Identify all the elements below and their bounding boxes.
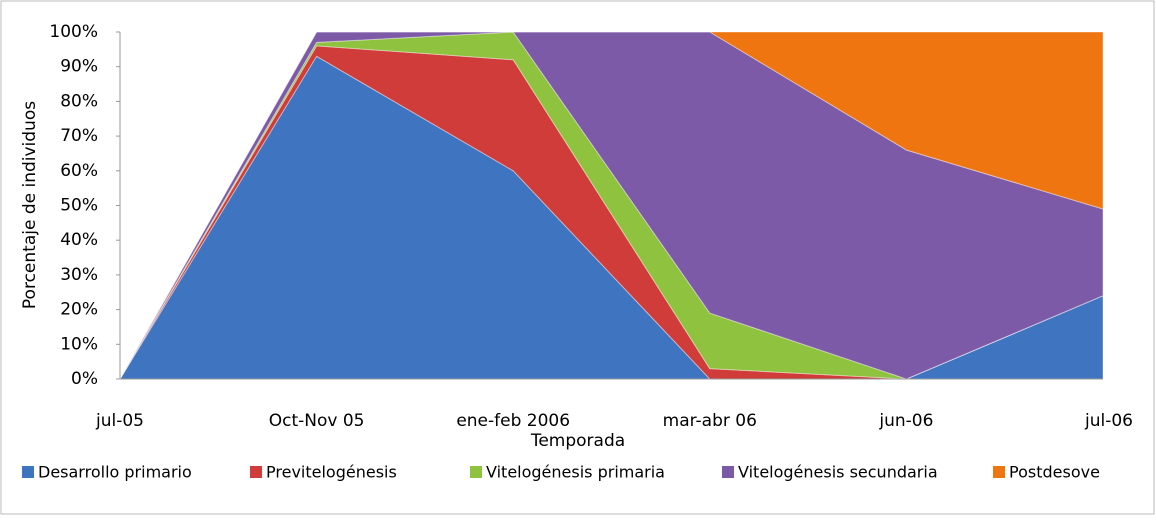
area <box>119 31 1104 380</box>
legend-label: Previtelogénesis <box>266 463 397 482</box>
y-tick-label: 100% <box>49 22 98 42</box>
x-tick-label: jul-06 <box>1084 411 1133 431</box>
x-tick-label: jul-05 <box>95 411 144 431</box>
legend-label: Vitelogénesis primaria <box>486 463 665 482</box>
legend-swatch <box>470 466 482 478</box>
y-tick-label: 80% <box>60 91 98 111</box>
x-tick-label: ene-feb 2006 <box>456 411 570 431</box>
legend-label: Postdesove <box>1009 463 1100 482</box>
legend-swatch <box>722 466 734 478</box>
y-tick-label: 60% <box>60 161 98 181</box>
y-tick-label: 40% <box>60 230 98 250</box>
legend-swatch <box>993 466 1005 478</box>
y-tick-label: 90% <box>60 57 98 77</box>
legend-swatch <box>22 466 34 478</box>
legend-label: Vitelogénesis secundaria <box>738 463 938 482</box>
x-tick-label: mar-abr 06 <box>663 411 757 431</box>
legend-label: Desarrollo primario <box>38 463 192 482</box>
y-tick-label: 20% <box>60 300 98 320</box>
x-tick-label: jun-06 <box>878 411 933 431</box>
x-tick-label: Oct-Nov 05 <box>269 411 365 431</box>
y-axis-title: Porcentaje de individuos <box>20 101 40 309</box>
y-tick-label: 70% <box>60 126 98 146</box>
y-tick-label: 50% <box>60 196 98 216</box>
y-tick-label: 10% <box>60 334 98 354</box>
area <box>119 31 1104 380</box>
y-tick-label: 30% <box>60 265 98 285</box>
y-tick-label: 0% <box>71 369 98 389</box>
x-axis-title: Temporada <box>530 431 625 451</box>
legend-swatch <box>250 466 262 478</box>
